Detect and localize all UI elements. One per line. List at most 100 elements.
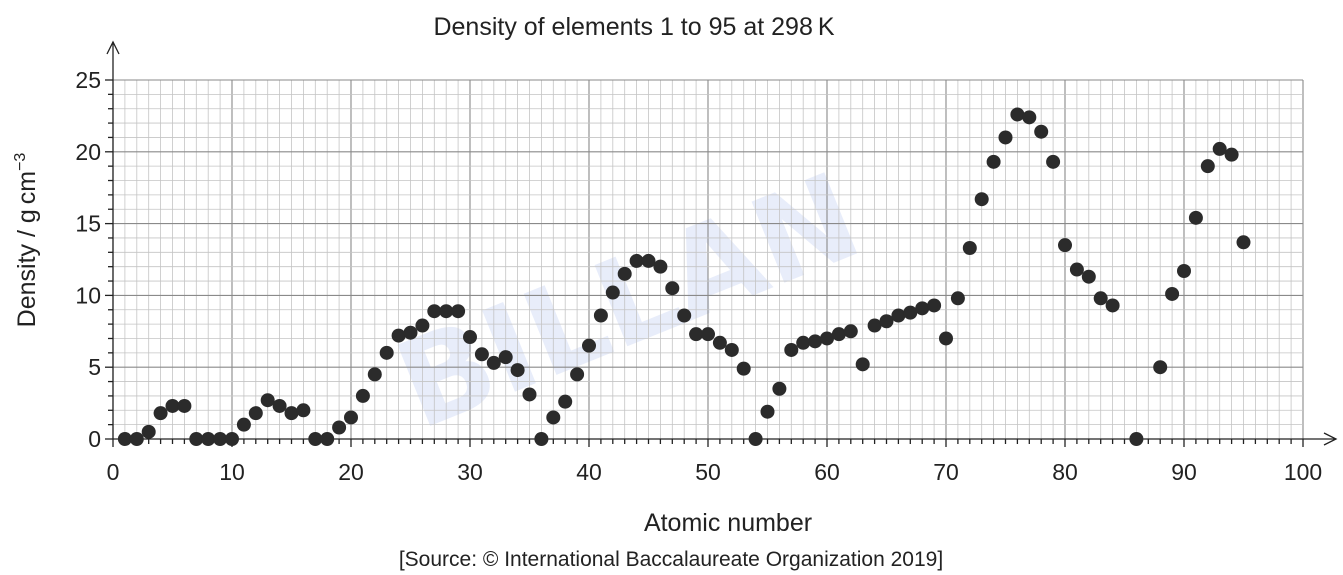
data-point (248, 406, 263, 421)
data-point (296, 403, 311, 418)
data-point (165, 398, 180, 413)
data-point (1069, 262, 1084, 277)
y-axis-arrow (106, 40, 120, 55)
y-tick-label: 15 (75, 211, 101, 237)
y-tick-label: 5 (88, 354, 101, 380)
data-points (117, 107, 1251, 446)
data-point (843, 324, 858, 339)
data-point (1236, 235, 1251, 250)
data-point (855, 357, 870, 372)
y-axis-label-superscript: −3 (12, 153, 29, 171)
data-point (153, 406, 168, 421)
x-tick-label: 80 (1052, 459, 1078, 485)
data-point (474, 347, 489, 362)
data-point (772, 381, 787, 396)
data-point (939, 331, 953, 346)
data-point (974, 192, 989, 207)
data-point (1093, 291, 1108, 306)
data-point (344, 410, 358, 425)
data-point (570, 367, 585, 382)
data-point (617, 266, 632, 281)
data-point (213, 432, 228, 446)
data-point (593, 308, 608, 323)
data-point (486, 355, 501, 370)
y-tick-labels: 0 5 10 15 20 25 (75, 67, 101, 452)
x-tick-label: 60 (814, 459, 840, 485)
data-point (260, 393, 275, 408)
data-point (355, 388, 370, 403)
data-point (927, 298, 942, 313)
data-point (332, 420, 347, 435)
data-point (1177, 263, 1191, 278)
data-point (867, 318, 882, 333)
data-point (201, 432, 216, 446)
x-tick-labels: 0 10 20 30 40 50 60 70 80 90 100 (107, 459, 1323, 485)
data-point (701, 327, 715, 342)
data-point (272, 398, 287, 413)
x-tick-label: 100 (1284, 459, 1322, 485)
x-tick-label: 70 (933, 459, 959, 485)
x-tick-label: 30 (457, 459, 483, 485)
data-point (1034, 124, 1049, 139)
data-point (534, 432, 549, 446)
data-point (558, 394, 573, 409)
data-point (962, 241, 977, 256)
data-point (427, 304, 442, 319)
data-point (1022, 110, 1037, 125)
data-point (784, 342, 799, 357)
data-point (1212, 141, 1227, 156)
data-point (391, 328, 406, 343)
data-point (724, 342, 739, 357)
data-point (463, 330, 477, 345)
data-point (748, 432, 763, 446)
y-tick-label: 10 (75, 282, 101, 308)
data-point (808, 334, 823, 349)
x-tick-label: 90 (1171, 459, 1197, 485)
data-point (712, 335, 727, 350)
data-point (1165, 286, 1180, 301)
data-point (117, 432, 132, 446)
data-point (189, 432, 204, 446)
data-point (689, 327, 704, 342)
x-axis-label: Atomic number (644, 509, 812, 537)
data-point (510, 363, 525, 378)
data-point (677, 308, 692, 323)
data-point (236, 417, 251, 432)
y-tick-label: 20 (75, 139, 101, 165)
data-point (379, 345, 394, 360)
x-tick-label: 20 (338, 459, 364, 485)
data-point (950, 291, 965, 306)
data-point (641, 253, 656, 268)
data-point (653, 259, 668, 274)
x-tick-label: 50 (695, 459, 721, 485)
data-point (1010, 107, 1025, 122)
data-point (820, 331, 834, 346)
data-point (736, 361, 751, 376)
data-point (1153, 360, 1168, 375)
data-point (582, 338, 596, 353)
data-point (1129, 432, 1144, 446)
y-axis-label-main: Density / g cm (13, 171, 41, 327)
y-tick-label: 25 (75, 67, 101, 93)
data-point (915, 301, 930, 316)
data-point (903, 305, 918, 320)
data-point (891, 308, 906, 323)
data-point (367, 367, 382, 382)
data-point (546, 410, 561, 425)
data-point (831, 327, 846, 342)
data-point (986, 154, 1001, 169)
source-note: [Source: © International Baccalaureate O… (399, 548, 943, 571)
data-point (284, 406, 299, 421)
data-point (879, 314, 894, 329)
data-point (605, 285, 620, 300)
plot-grid (112, 79, 1304, 440)
data-point (403, 325, 418, 340)
data-point (225, 432, 239, 446)
data-point (522, 387, 537, 402)
data-point (760, 404, 775, 419)
data-point (1224, 147, 1239, 162)
data-point (796, 335, 811, 350)
data-point (1188, 210, 1203, 225)
data-point (439, 304, 454, 319)
